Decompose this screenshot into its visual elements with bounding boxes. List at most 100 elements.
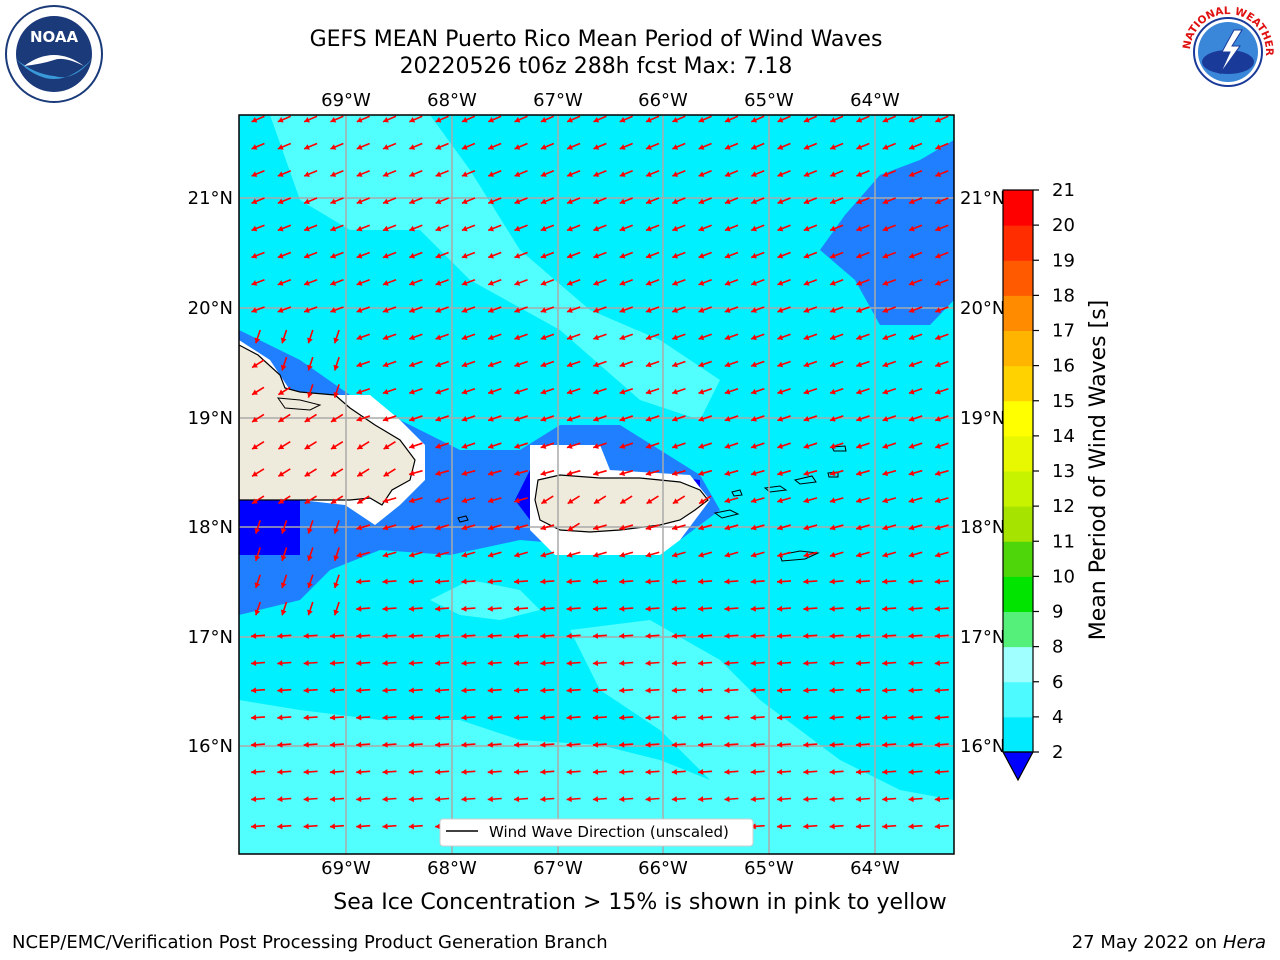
wind-wave-arrow	[934, 251, 949, 259]
wind-wave-arrow	[356, 142, 370, 150]
wind-wave-arrow	[593, 169, 607, 177]
wind-wave-arrow	[356, 468, 370, 477]
wind-wave-arrow	[277, 687, 292, 694]
wind-wave-arrow	[645, 333, 660, 341]
wind-wave-arrow	[356, 224, 371, 232]
wind-wave-arrow	[382, 115, 397, 123]
wind-wave-arrow	[307, 547, 314, 562]
wind-wave-arrow	[882, 497, 897, 504]
wind-wave-arrow	[619, 469, 634, 477]
wind-wave-arrow	[724, 632, 739, 639]
wind-wave-arrow	[645, 142, 660, 150]
wind-wave-arrow	[908, 142, 923, 150]
wind-wave-arrow	[671, 442, 686, 449]
wind-wave-arrow	[934, 524, 949, 531]
wind-wave-arrow	[356, 551, 371, 558]
wind-wave-arrow	[803, 524, 818, 531]
wind-wave-arrow	[619, 714, 634, 721]
wind-wave-arrow	[882, 796, 897, 803]
wind-wave-arrow	[856, 251, 870, 259]
wind-wave-arrow	[514, 551, 528, 558]
wind-wave-arrow	[750, 115, 765, 123]
wind-wave-arrow	[803, 687, 818, 694]
wind-wave-arrow	[619, 360, 634, 368]
wind-wave-arrow	[829, 169, 844, 177]
wind-wave-arrow	[435, 169, 449, 177]
colorbar-bin	[1003, 716, 1033, 753]
wind-wave-arrow	[882, 360, 897, 368]
wind-wave-arrow	[435, 442, 449, 449]
lon-label-top: 64°W	[850, 90, 900, 111]
lon-label-bottom: 64°W	[850, 858, 900, 879]
wind-wave-arrow	[330, 278, 344, 286]
wind-wave-arrow	[487, 197, 502, 205]
wind-wave-arrow	[671, 278, 686, 286]
wind-wave-arrow	[540, 551, 555, 558]
colorbar-bin	[1003, 471, 1033, 507]
wind-wave-arrow	[776, 741, 792, 748]
wind-wave-arrow	[803, 251, 818, 259]
wind-wave-arrow	[698, 360, 712, 368]
wind-wave-arrow	[698, 605, 713, 612]
wind-wave-arrow	[750, 360, 765, 368]
colorbar-tick-label: 20	[1052, 215, 1075, 236]
wind-wave-arrow	[330, 251, 344, 259]
wind-wave-arrow	[382, 796, 397, 803]
wind-wave-arrow	[882, 306, 897, 313]
wind-wave-arrow	[514, 442, 528, 449]
wind-wave-arrow	[803, 197, 818, 205]
wind-wave-arrow	[514, 278, 528, 286]
wind-wave-arrow	[487, 442, 502, 449]
wind-wave-arrow	[645, 660, 660, 667]
wind-wave-arrow	[487, 497, 502, 504]
wind-wave-arrow	[882, 578, 897, 585]
wind-wave-arrow	[829, 605, 844, 612]
wind-wave-arrow	[619, 551, 634, 558]
wind-wave-arrow	[540, 524, 555, 531]
wind-wave-arrow	[487, 605, 502, 612]
wind-wave-arrow	[303, 660, 318, 667]
wind-wave-arrow	[514, 360, 528, 368]
wind-wave-arrow	[356, 605, 371, 612]
wind-wave-arrow	[645, 524, 660, 531]
wind-wave-arrow	[908, 741, 923, 748]
wind-wave-arrow	[435, 224, 449, 232]
wind-wave-arrow	[356, 441, 370, 450]
wind-wave-arrow	[329, 714, 344, 721]
wind-wave-arrow	[461, 469, 476, 477]
wind-wave-arrow	[645, 551, 660, 558]
wind-wave-arrow	[382, 605, 397, 612]
wind-wave-arrow	[829, 741, 844, 748]
wind-wave-arrow	[408, 251, 423, 259]
wind-wave-arrow	[303, 687, 318, 694]
wind-wave-arrow	[777, 333, 791, 341]
wind-wave-arrow	[777, 524, 791, 531]
wind-wave-arrow	[408, 415, 423, 422]
wind-wave-arrow	[698, 142, 712, 150]
footer-branch-credit: NCEP/EMC/Verification Post Processing Pr…	[12, 932, 608, 953]
lon-label-bottom: 65°W	[744, 858, 794, 879]
wind-wave-arrow	[776, 714, 792, 721]
wind-wave-arrow	[671, 469, 686, 477]
wind-wave-arrow	[277, 632, 292, 639]
wind-wave-arrow	[566, 306, 581, 313]
wind-wave-arrow	[435, 524, 450, 531]
wind-wave-arrow	[908, 360, 923, 368]
wind-wave-arrow	[513, 687, 529, 694]
wind-wave-arrow	[277, 251, 292, 259]
wind-wave-arrow	[356, 632, 371, 639]
wind-wave-arrow	[487, 169, 502, 177]
wind-wave-arrow	[619, 333, 634, 341]
wind-wave-arrow	[803, 469, 818, 477]
wind-wave-arrow	[251, 386, 265, 396]
wind-wave-arrow	[882, 197, 896, 205]
wind-wave-arrow	[461, 115, 476, 123]
wind-wave-arrow	[671, 306, 686, 313]
footer-date: 27 May 2022 on Hera	[1072, 932, 1266, 953]
noaa-logo-text: NOAA	[30, 28, 79, 46]
wind-wave-arrow	[540, 660, 555, 667]
wind-wave-arrow	[408, 442, 423, 449]
wind-wave-arrow	[251, 441, 265, 450]
wind-wave-arrow	[435, 306, 449, 313]
wind-wave-arrow	[750, 469, 765, 477]
